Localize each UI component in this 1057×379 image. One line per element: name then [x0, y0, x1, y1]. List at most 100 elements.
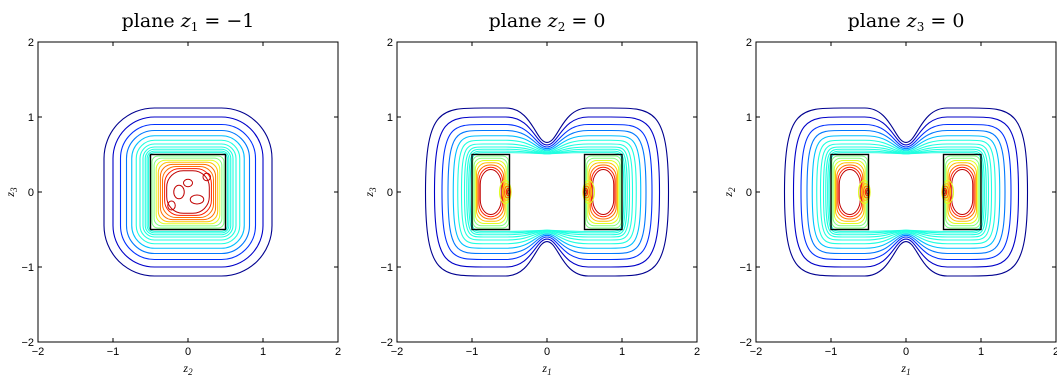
contour-line	[164, 168, 212, 216]
x-axis-label: z1	[900, 361, 910, 377]
contour-line	[112, 116, 264, 268]
inclusion-box	[583, 153, 623, 231]
x-tick-label: 0	[185, 346, 191, 358]
contour-line	[806, 129, 1006, 255]
x-tick-label: −1	[825, 346, 838, 358]
contour-line	[588, 162, 618, 222]
y-tick-label: 0	[387, 187, 393, 199]
axes-frame	[37, 41, 339, 343]
inclusion-box	[830, 153, 870, 231]
contour-line	[151, 155, 225, 229]
chart-title: plane z3 = 0	[848, 10, 965, 34]
plot-area	[103, 107, 273, 277]
contour-line	[800, 123, 1012, 261]
contour-line	[584, 155, 622, 229]
contour-line	[476, 162, 506, 222]
contour-line	[477, 164, 505, 220]
contour-line	[947, 162, 977, 222]
contour-line	[119, 123, 257, 261]
plot-area	[424, 107, 670, 277]
contour-line	[153, 157, 223, 227]
x-tick-label: 0	[903, 346, 909, 358]
y-tick-label: 2	[28, 37, 34, 49]
contour-line	[189, 194, 205, 205]
y-tick-label: −2	[21, 337, 34, 349]
contour-line	[142, 146, 234, 238]
contour-line	[135, 139, 241, 245]
contour-line	[433, 116, 661, 268]
contour-line	[468, 150, 626, 234]
contour-line	[472, 155, 510, 229]
contour-line	[827, 150, 985, 234]
x-tick-label: −1	[466, 346, 479, 358]
contour-line	[951, 169, 974, 215]
x-tick-label: −2	[750, 346, 763, 358]
panel-plane-z2: plane z2 = 0 −2 −1 0 1 2 −2 −1 0 1 2 z1 z3	[362, 10, 700, 377]
y-tick-label: −2	[380, 337, 393, 349]
contour-line	[469, 152, 625, 232]
contour-line	[836, 164, 864, 220]
y-tick-label: −2	[739, 337, 752, 349]
y-tick-label: 1	[28, 112, 34, 124]
x-tick-label: −2	[391, 346, 404, 358]
contour-line	[457, 139, 637, 245]
contour-line	[125, 129, 251, 255]
contour-line	[783, 107, 1029, 277]
contour-line	[452, 135, 642, 249]
contour-line	[146, 150, 230, 234]
contour-line	[173, 184, 185, 200]
y-axis-label: z3	[3, 187, 19, 198]
contour-line	[792, 116, 1020, 268]
y-tick-label: 2	[387, 37, 393, 49]
y-tick-label: −1	[21, 262, 34, 274]
x-tick-label: 2	[1053, 346, 1057, 358]
chart-title: plane z2 = 0	[489, 10, 606, 34]
contour-line	[831, 155, 869, 229]
contour-line	[159, 163, 217, 221]
contour-line	[838, 169, 861, 215]
contour-line	[589, 164, 617, 220]
inclusion-box	[942, 153, 982, 231]
contour-line	[131, 135, 245, 249]
contour-line	[167, 200, 176, 211]
contour-line	[162, 166, 214, 218]
y-tick-label: 1	[387, 112, 393, 124]
contour-line	[466, 148, 628, 236]
x-tick-label: −1	[107, 346, 120, 358]
contour-line	[816, 139, 996, 245]
y-tick-label: 0	[28, 187, 34, 199]
x-axis-label: z1	[541, 361, 551, 377]
x-tick-label: −2	[32, 346, 45, 358]
contour-line	[819, 143, 993, 241]
tick-labels: −2 −1 0 1 2 −2 −1 0 1 2	[739, 37, 1057, 358]
contour-line	[139, 143, 237, 241]
contour-line	[148, 152, 228, 232]
plot-area	[783, 107, 1029, 277]
contour-line	[479, 169, 502, 215]
x-tick-label: 1	[978, 346, 984, 358]
contour-line	[822, 146, 990, 238]
y-tick-label: 0	[746, 187, 752, 199]
x-tick-label: 0	[544, 346, 550, 358]
y-tick-label: −1	[380, 262, 393, 274]
contour-line	[948, 164, 976, 220]
tick-labels: −2 −1 0 1 2 −2 −1 0 1 2	[380, 37, 700, 358]
contour-line	[155, 159, 221, 225]
contour-line	[811, 135, 1001, 249]
y-tick-label: −1	[739, 262, 752, 274]
x-tick-label: 2	[335, 346, 341, 358]
contour-line	[460, 143, 634, 241]
contour-line	[144, 148, 232, 236]
contour-line	[447, 129, 647, 255]
contour-line	[835, 162, 865, 222]
x-tick-label: 1	[619, 346, 625, 358]
x-axis-label: z2	[182, 361, 193, 377]
contour-line	[592, 169, 615, 215]
contour-line	[441, 123, 653, 261]
contour-line	[463, 146, 631, 238]
contour-line	[943, 155, 981, 229]
y-tick-label: 1	[746, 112, 752, 124]
panel-plane-z3: plane z3 = 0 −2 −1 0 1 2 −2 −1 0 1 2 z1 z2	[721, 10, 1057, 377]
y-axis-label: z2	[721, 187, 737, 198]
contour-line	[424, 107, 670, 277]
